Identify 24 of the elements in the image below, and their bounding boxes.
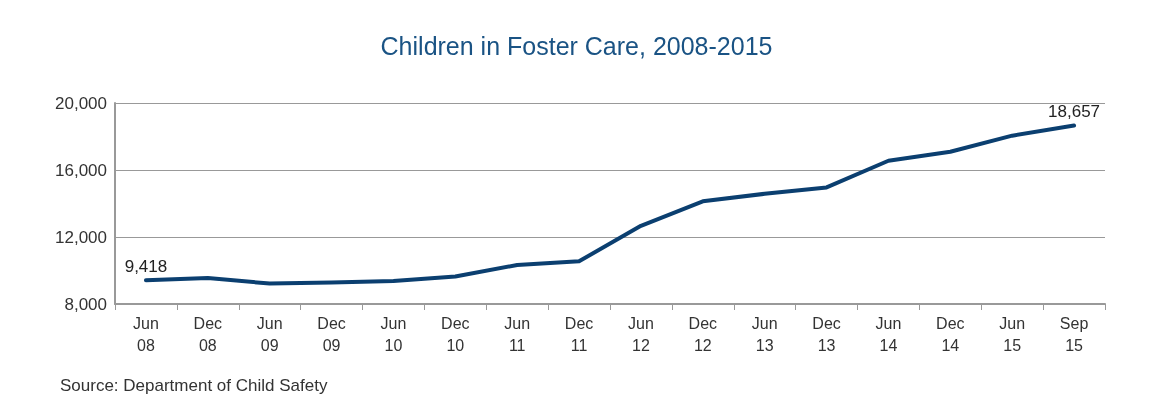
x-tick-label: Jun 10 [380,314,407,354]
x-tick-label: Dec 13 [812,314,841,354]
x-tick-label: Dec 14 [936,314,965,354]
x-tick-label: Dec 11 [564,314,594,354]
x-tick-label: Dec 10 [441,314,470,354]
x-tick-label: Jun 14 [875,314,902,354]
x-tick-label: Jun 08 [133,314,159,354]
y-tick-label: 20,000 [55,93,107,113]
x-tick-label: Jun 12 [628,314,654,354]
x-tick-label: Dec 12 [688,314,718,354]
source-note: Source: Department of Child Safety [60,376,328,395]
x-tick-label: Sep 15 [1059,314,1089,354]
x-tick-label: Jun 09 [256,314,283,354]
data-label: 9,418 [124,257,168,277]
x-tick-label: Jun 11 [504,314,531,354]
data-label: 18,657 [1048,102,1101,122]
x-tick-label: Dec 08 [193,314,223,354]
y-tick-label: 16,000 [55,160,107,180]
chart-title: Children in Foster Care, 2008-2015 [380,31,773,60]
y-tick-label: 8,000 [64,294,107,314]
y-tick-label: 12,000 [55,227,107,247]
x-tick-label: Dec 09 [317,314,346,354]
x-tick-label: Jun 15 [999,314,1026,354]
x-tick-label: Jun 13 [751,314,778,354]
